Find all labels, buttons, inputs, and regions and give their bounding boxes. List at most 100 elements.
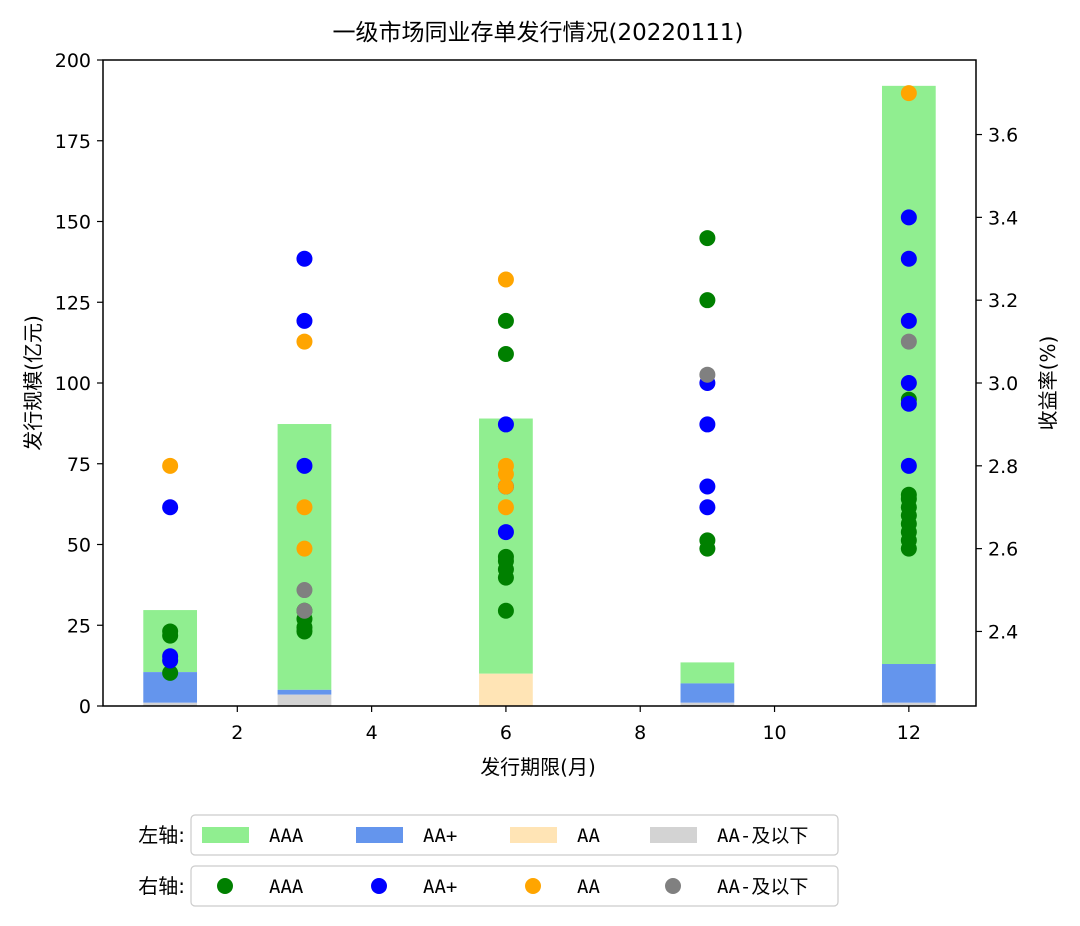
legend-entry-label: AA+ (423, 876, 457, 898)
bar-aa-plus-12 (881, 664, 936, 703)
legend-swatch-marker-aaa (217, 878, 233, 894)
bars-layer (143, 85, 936, 706)
left-axis-label: 发行规模(亿元) (21, 315, 45, 451)
x-tick-label: 8 (634, 722, 646, 744)
point-aa-plus-8 (497, 416, 514, 433)
bar-aa-6 (479, 673, 533, 706)
x-tick-label: 10 (762, 722, 786, 744)
point-aa-1 (296, 540, 313, 557)
points-layer (162, 85, 917, 681)
legend-swatch-bar-aa-plus (356, 827, 403, 843)
point-aa-2 (296, 499, 313, 516)
bar-aa-plus-3 (277, 689, 332, 695)
bar-aaa-9 (680, 662, 735, 684)
x-tick-label: 2 (231, 722, 243, 744)
left-tick-label: 50 (67, 535, 91, 557)
legend-entry-label: AA (577, 825, 600, 847)
right-tick-label: 3.4 (988, 207, 1018, 229)
x-axis-label: 发行期限(月) (480, 755, 596, 779)
right-axis-ticks: 2.4 2.6 2.8 3.0 3.2 3.4 3.6 (976, 125, 1018, 643)
x-tick-label: 6 (500, 722, 512, 744)
point-aaa-16 (699, 292, 716, 309)
left-tick-label: 25 (67, 615, 91, 637)
right-tick-label: 3.6 (988, 125, 1018, 147)
point-aa-plus-14 (900, 395, 917, 412)
left-tick-label: 200 (55, 50, 91, 72)
x-tick-label: 12 (897, 722, 921, 744)
legend-swatch-marker-aa (525, 878, 541, 894)
point-aa-plus-1 (162, 648, 179, 665)
point-aa-plus-16 (900, 312, 917, 329)
point-aa-plus-2 (162, 499, 179, 516)
bar-aaa-6 (479, 418, 533, 674)
point-aaa-13 (497, 312, 514, 329)
legend-entry-label: AA-及以下 (717, 876, 808, 898)
point-aaa-12 (497, 346, 514, 363)
point-aa-plus-13 (900, 457, 917, 474)
left-tick-label: 75 (67, 454, 91, 476)
point-aa-plus-5 (296, 250, 313, 267)
point-aa-minus-and-below-0 (296, 602, 313, 619)
left-axis-ticks: 0 25 50 75 100 125 150 175 200 (55, 50, 103, 718)
point-aaa-2 (162, 623, 179, 640)
right-axis-label: 收益率(%) (1036, 336, 1060, 431)
bar-aaa-12 (881, 85, 936, 665)
bar-aa-minus-and-below-9 (680, 702, 735, 706)
point-aa-plus-15 (900, 375, 917, 391)
right-tick-label: 2.8 (988, 456, 1018, 478)
bar-aa-minus-and-below-3 (277, 694, 332, 706)
point-aa-plus-9 (699, 499, 716, 516)
plot-frame (102, 59, 977, 707)
legend-swatch-bar-aaa (202, 827, 249, 843)
right-tick-label: 3.2 (988, 290, 1018, 312)
legend-box (190, 865, 839, 907)
legend-row-label: 右轴: (138, 874, 185, 898)
legend-swatch-bar-aa (510, 827, 557, 843)
legend-entry-label: AAA (269, 876, 304, 898)
point-aaa-7 (497, 602, 514, 619)
right-tick-label: 2.6 (988, 539, 1018, 561)
legend-entry-label: AA (577, 876, 600, 898)
left-tick-label: 175 (55, 131, 91, 153)
point-aaa-11 (497, 548, 514, 565)
legend-swatch-marker-aa-plus (371, 878, 387, 894)
point-aaa-15 (699, 532, 716, 549)
legend-row-label: 左轴: (138, 823, 185, 847)
point-aa-plus-4 (296, 312, 313, 329)
chart-title: 一级市场同业存单发行情况(20220111) (332, 20, 743, 46)
point-aa-plus-3 (296, 457, 313, 474)
point-aa-minus-and-below-1 (296, 582, 313, 599)
left-tick-label: 0 (79, 696, 91, 718)
legend-entry-label: AA-及以下 (717, 825, 808, 847)
bar-aa-minus-and-below-12 (881, 702, 936, 706)
legend-swatch-bar-aa-minus-and-below (650, 827, 697, 843)
left-tick-label: 100 (55, 373, 91, 395)
point-aa-9 (900, 85, 917, 102)
point-aa-plus-10 (699, 478, 716, 495)
point-aa-plus-6 (497, 524, 514, 541)
legend-entry-label: AA+ (423, 825, 457, 847)
point-aaa-0 (162, 664, 179, 681)
x-axis-ticks: 2 4 6 8 10 12 (231, 706, 921, 744)
point-aa-0 (162, 457, 179, 474)
point-aaa-25 (900, 486, 917, 503)
right-tick-label: 3.0 (988, 373, 1018, 395)
point-aa-plus-17 (900, 250, 917, 267)
legend-swatch-marker-aa-minus-and-below (665, 878, 681, 894)
point-aa-minus-and-below-3 (900, 333, 917, 350)
point-aa-minus-and-below-2 (699, 366, 716, 383)
bar-aa-minus-and-below-1 (143, 702, 198, 706)
legend-entry-label: AAA (269, 825, 304, 847)
point-aaa-17 (699, 230, 716, 247)
point-aa-5 (497, 478, 514, 495)
left-tick-label: 125 (55, 292, 91, 314)
point-aa-8 (497, 271, 514, 288)
point-aa-plus-11 (699, 416, 716, 433)
point-aa-3 (296, 333, 313, 350)
right-tick-label: 2.4 (988, 621, 1018, 643)
bar-aa-plus-9 (680, 683, 735, 703)
x-tick-label: 4 (366, 722, 378, 744)
point-aa-4 (497, 499, 514, 516)
